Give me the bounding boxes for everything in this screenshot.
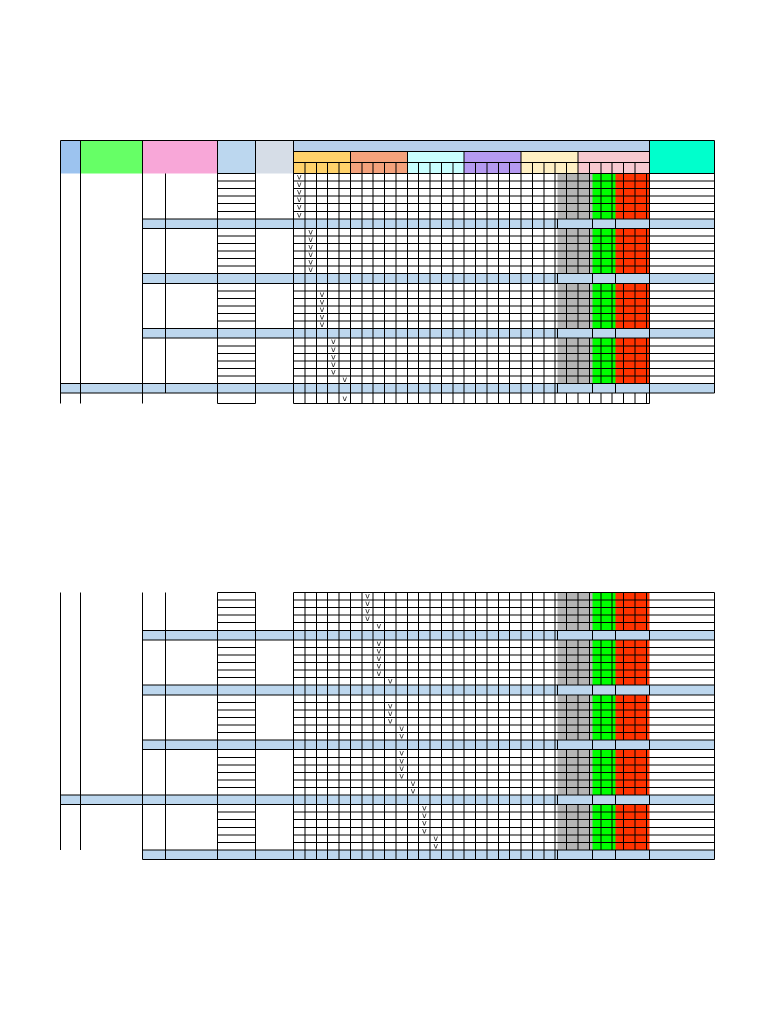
- cell-fills: [60, 140, 715, 860]
- check-mark: v: [308, 258, 313, 267]
- section-row: [142, 218, 715, 229]
- check-mark: v: [399, 756, 404, 765]
- section-row: [142, 849, 715, 860]
- check-mark: v: [399, 724, 404, 733]
- check-mark: v: [422, 804, 427, 813]
- section-row: [142, 273, 715, 284]
- check-mark: v: [376, 669, 381, 678]
- check-mark: v: [297, 210, 302, 219]
- header-notes: [649, 140, 715, 174]
- check-mark: v: [342, 394, 347, 403]
- header-name: [80, 140, 143, 174]
- section-row: [142, 328, 715, 339]
- check-mark: v: [331, 352, 336, 361]
- check-mark: v: [308, 235, 313, 244]
- check-mark: v: [399, 764, 404, 773]
- check-mark: v: [388, 716, 393, 725]
- check-mark: v: [376, 654, 381, 663]
- check-mark: v: [320, 320, 325, 329]
- section-row: [60, 383, 715, 394]
- check-mark: v: [388, 701, 393, 710]
- check-mark: v: [308, 227, 313, 236]
- check-mark: v: [331, 367, 336, 376]
- check-mark: v: [342, 375, 347, 384]
- check-mark: v: [365, 591, 370, 600]
- check-mark: v: [388, 677, 393, 686]
- header-col-d: [217, 140, 256, 174]
- check-mark: v: [411, 779, 416, 788]
- check-mark: v: [376, 661, 381, 670]
- header-id: [60, 140, 81, 174]
- section-row: [142, 685, 715, 695]
- check-mark: v: [376, 646, 381, 655]
- check-mark: v: [308, 265, 313, 274]
- band-red: [615, 592, 650, 631]
- check-mark: v: [297, 203, 302, 212]
- section-row: [142, 630, 715, 640]
- check-marks: vvvvvvvvvvvvvvvvvvvvvvvvvvvvvvvvvvvvvvvv…: [297, 172, 439, 850]
- check-mark: v: [422, 826, 427, 835]
- band-green: [592, 592, 616, 631]
- check-mark: v: [297, 180, 302, 189]
- check-mark: v: [411, 786, 416, 795]
- check-mark: v: [320, 290, 325, 299]
- check-mark: v: [388, 709, 393, 718]
- check-mark: v: [320, 297, 325, 306]
- check-mark: v: [331, 337, 336, 346]
- grid-lines: [60, 140, 715, 860]
- check-mark: v: [308, 242, 313, 251]
- check-mark: v: [399, 731, 404, 740]
- check-mark: v: [331, 345, 336, 354]
- check-mark: v: [297, 172, 302, 181]
- check-mark: v: [365, 599, 370, 608]
- check-mark: v: [365, 614, 370, 623]
- check-mark: v: [422, 819, 427, 828]
- band-gray: [557, 592, 593, 631]
- section-row: [142, 740, 715, 750]
- check-mark: v: [433, 841, 438, 850]
- check-mark: v: [308, 250, 313, 259]
- check-mark: v: [365, 607, 370, 616]
- check-mark: v: [331, 360, 336, 369]
- check-mark: v: [433, 834, 438, 843]
- check-mark: v: [297, 188, 302, 197]
- header-col-e: [255, 140, 294, 174]
- check-mark: v: [376, 639, 381, 648]
- section-row: [60, 795, 715, 805]
- check-mark: v: [399, 749, 404, 758]
- check-mark: v: [376, 622, 381, 631]
- check-mark: v: [422, 811, 427, 820]
- check-mark: v: [320, 312, 325, 321]
- check-mark: v: [320, 305, 325, 314]
- check-mark: v: [399, 771, 404, 780]
- header-category: [142, 140, 218, 174]
- header-group: [293, 140, 650, 152]
- check-mark: v: [297, 195, 302, 204]
